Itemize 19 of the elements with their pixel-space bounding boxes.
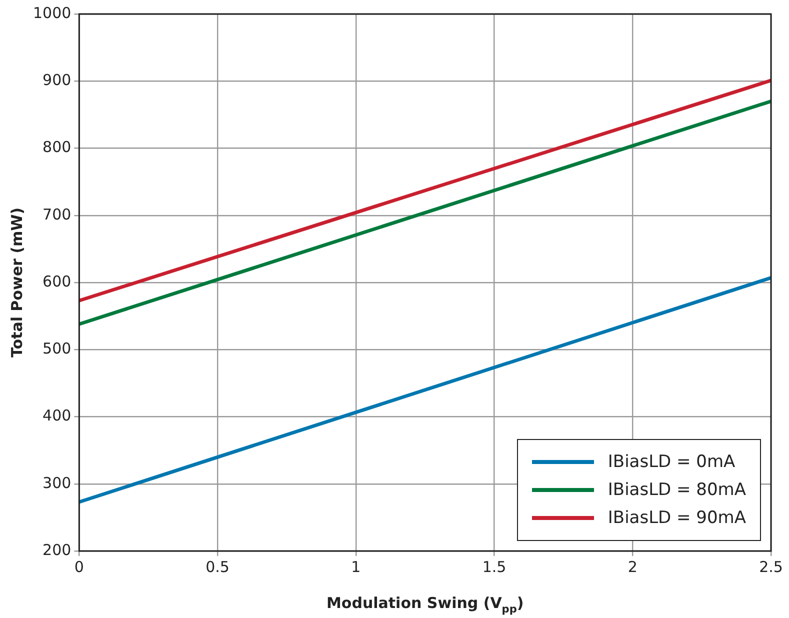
y-axis-title: Total Power (mW) — [8, 207, 26, 358]
x-tick-label: 2.5 — [759, 558, 783, 576]
legend-label: IBiasLD = 0mA — [608, 452, 736, 472]
y-tick-label: 500 — [42, 340, 72, 358]
x-tick-label: 0.5 — [206, 558, 230, 576]
x-tick-label: 0 — [74, 558, 84, 576]
legend-label: IBiasLD = 90mA — [608, 508, 746, 528]
y-tick-label: 600 — [42, 272, 72, 290]
x-tick-label: 1.5 — [482, 558, 506, 576]
y-tick-label: 400 — [42, 406, 72, 425]
y-tick-label: 800 — [42, 138, 72, 156]
x-tick-label: 2 — [628, 558, 638, 576]
y-tick-label: 1000 — [32, 4, 72, 22]
y-tick-label: 900 — [42, 71, 72, 90]
y-tick-label: 700 — [42, 205, 72, 224]
x-tick-label: 1 — [351, 558, 361, 576]
legend-label: IBiasLD = 80mA — [608, 480, 746, 500]
y-tick-label: 200 — [42, 540, 72, 559]
y-tick-label: 300 — [42, 474, 72, 492]
